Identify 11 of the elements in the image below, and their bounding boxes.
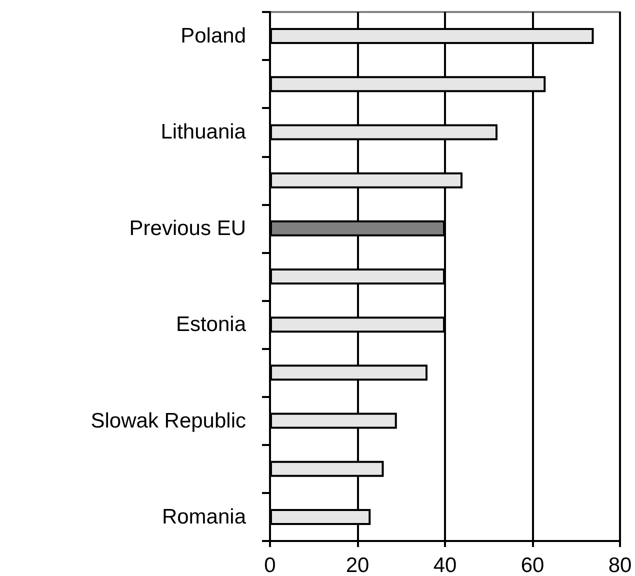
y-tick-label: Estonia [176,313,246,336]
x-tick-label: 80 [608,554,632,576]
x-tick-label: 20 [346,554,370,576]
x-tick-label: 0 [264,554,276,576]
x-tick-label: 40 [433,554,457,576]
y-tick-label: Lithuania [160,120,246,144]
y-tick-label: Romania [162,505,246,528]
x-tick-label: 60 [520,554,544,576]
y-tick-label: Previous EU [129,216,246,240]
y-tick-label: Poland [180,24,246,48]
y-tick-label: Slowak Republic [90,409,246,432]
